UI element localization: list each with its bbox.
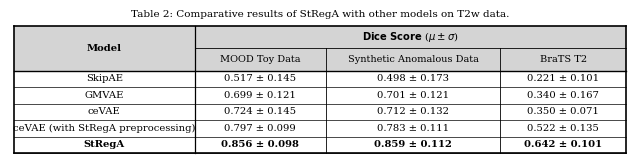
- Text: 0.350 ± 0.071: 0.350 ± 0.071: [527, 107, 599, 116]
- Text: ceVAE: ceVAE: [88, 107, 121, 116]
- Text: 0.522 ± 0.135: 0.522 ± 0.135: [527, 124, 599, 133]
- Text: Synthetic Anomalous Data: Synthetic Anomalous Data: [348, 55, 479, 64]
- Text: Table 2: Comparative results of StRegA with other models on T2w data.: Table 2: Comparative results of StRegA w…: [131, 10, 509, 19]
- Text: BraTS T2: BraTS T2: [540, 55, 587, 64]
- Text: 0.498 ± 0.173: 0.498 ± 0.173: [378, 74, 449, 83]
- Bar: [14, 26, 626, 71]
- Text: ceVAE (with StRegA preprocessing): ceVAE (with StRegA preprocessing): [13, 124, 196, 133]
- Text: 0.783 ± 0.111: 0.783 ± 0.111: [377, 124, 449, 133]
- Text: 0.712 ± 0.132: 0.712 ± 0.132: [378, 107, 449, 116]
- Text: SkipAE: SkipAE: [86, 74, 123, 83]
- Text: 0.221 ± 0.101: 0.221 ± 0.101: [527, 74, 599, 83]
- Text: MOOD Toy Data: MOOD Toy Data: [220, 55, 301, 64]
- Text: 0.340 ± 0.167: 0.340 ± 0.167: [527, 91, 599, 100]
- Text: 0.859 ± 0.112: 0.859 ± 0.112: [374, 140, 452, 149]
- Text: GMVAE: GMVAE: [84, 91, 124, 100]
- Text: 0.724 ± 0.145: 0.724 ± 0.145: [224, 107, 296, 116]
- Text: 0.517 ± 0.145: 0.517 ± 0.145: [224, 74, 296, 83]
- Text: $\bf{Dice\ Score}$ ($\mu \pm \sigma$): $\bf{Dice\ Score}$ ($\mu \pm \sigma$): [362, 30, 458, 44]
- Text: 0.701 ± 0.121: 0.701 ± 0.121: [377, 91, 449, 100]
- Text: 0.856 ± 0.098: 0.856 ± 0.098: [221, 140, 300, 149]
- Text: 0.797 ± 0.099: 0.797 ± 0.099: [225, 124, 296, 133]
- Text: 0.699 ± 0.121: 0.699 ± 0.121: [225, 91, 296, 100]
- Text: StRegA: StRegA: [84, 140, 125, 149]
- Text: 0.642 ± 0.101: 0.642 ± 0.101: [524, 140, 602, 149]
- Text: Model: Model: [87, 44, 122, 53]
